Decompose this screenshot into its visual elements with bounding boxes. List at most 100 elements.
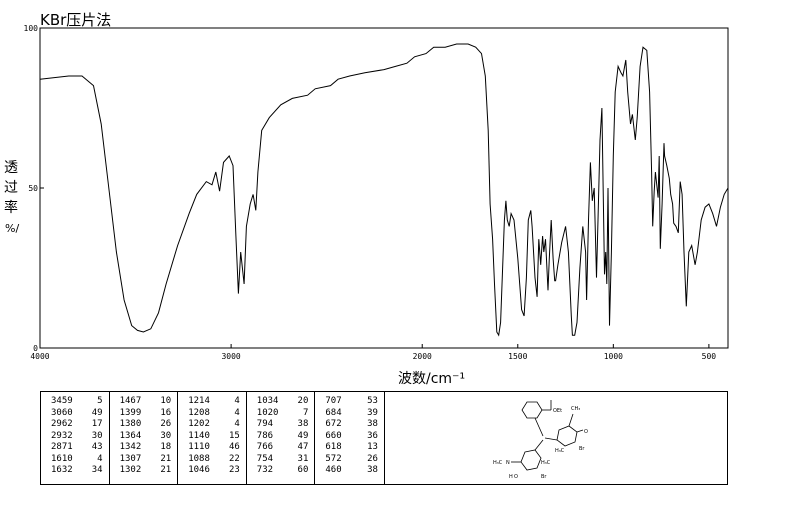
peak-wavenumber: 1202 (188, 419, 210, 429)
y-tick-label: 100 (24, 24, 39, 33)
peak-transmittance: 22 (228, 453, 240, 464)
peak-transmittance: 60 (297, 465, 309, 475)
peak-row: 1342 18 (110, 442, 178, 454)
peak-row: 1034 20 (247, 396, 315, 408)
peak-transmittance: 16 (160, 407, 172, 418)
peak-wavenumber: 1208 (188, 407, 210, 418)
y-axis-label-char-4: %/ (5, 222, 19, 235)
peak-row: 1208 4 (178, 408, 246, 420)
phenol-ring-left (520, 449, 542, 471)
peak-wavenumber: 1302 (119, 465, 142, 475)
peak-row: 460 38 (315, 465, 384, 477)
peak-wavenumber: 786 (256, 430, 274, 441)
peak-wavenumber: 2871 (51, 442, 73, 452)
peak-transmittance: 39 (367, 407, 378, 418)
ring-ring-bond (544, 437, 558, 441)
peak-row: 1467 10 (110, 396, 178, 408)
y-tick-label: 0 (33, 344, 38, 353)
peak-transmittance: 38 (367, 419, 378, 429)
label-h3c: H₃C (555, 448, 565, 454)
peak-transmittance: 31 (297, 453, 309, 464)
peak-wavenumber: 3060 (51, 407, 73, 418)
peak-wavenumber: 1364 (119, 430, 142, 441)
peak-row: 1364 30 (110, 431, 178, 443)
peak-column: 707 53 684 39 672 38 660 36 618 13 572 26 460 38 (315, 392, 384, 484)
peak-row: 1380 26 (110, 419, 178, 431)
peak-transmittance: 46 (228, 442, 240, 452)
peak-row: 1610 4 (41, 454, 109, 466)
peak-row: 3060 49 (41, 408, 109, 420)
peak-wavenumber: 1610 (51, 453, 73, 464)
y-tick-label: 50 (28, 184, 38, 193)
peak-wavenumber: 1632 (51, 465, 73, 475)
peak-transmittance: 18 (160, 442, 172, 452)
peak-transmittance: 21 (160, 465, 172, 475)
label-hcl-b: O (514, 474, 518, 480)
peak-transmittance: 30 (160, 430, 172, 441)
peak-row: 786 49 (247, 431, 315, 443)
peak-transmittance: 17 (91, 419, 103, 429)
peak-row: 794 38 (247, 419, 315, 431)
peak-transmittance: 49 (297, 430, 309, 441)
link-bond (534, 417, 544, 437)
n-bond-top (568, 413, 574, 427)
structure-panel: OEt CH₃ O H₃C Br H₃C N H O Br H₃C (385, 391, 728, 485)
peak-transmittance: 20 (297, 396, 309, 406)
label-br-2: Br (541, 474, 547, 480)
peak-column: 1214 4 1208 4 1202 4 1140 15 1110 46 1088 22 1046 23 (178, 392, 247, 484)
peak-transmittance: 43 (91, 442, 103, 452)
peak-wavenumber: 754 (256, 453, 274, 464)
peak-transmittance: 4 (234, 407, 240, 418)
peak-wavenumber: 660 (325, 430, 342, 441)
ring-link-bond (534, 439, 544, 451)
y-axis-label-char-3: 率 (4, 199, 18, 216)
y-axis-label-char-1: 透 (4, 160, 18, 176)
peak-transmittance: 53 (367, 396, 378, 406)
x-tick-label: 3000 (221, 352, 240, 361)
peak-wavenumber: 1140 (188, 430, 210, 441)
peak-wavenumber: 766 (256, 442, 274, 452)
peak-wavenumber: 2962 (51, 419, 73, 429)
peak-row: 3459 5 (41, 396, 109, 408)
y-axis-label: 透 过 率 %/ (4, 160, 19, 235)
ir-spectrum-chart: 4000 3000 2000 1500 1000 500 0 50 100 波数/cm⁻¹ 透… (4, 24, 729, 387)
peak-row: 1110 46 (178, 442, 246, 454)
peak-wavenumber: 672 (325, 419, 342, 429)
peak-row: 572 26 (315, 454, 384, 466)
peak-wavenumber: 1399 (119, 407, 142, 418)
peak-row: 672 38 (315, 419, 384, 431)
peak-transmittance: 38 (297, 419, 309, 429)
label-h3c-n: H₃C (493, 460, 503, 466)
plot-frame (39, 27, 729, 349)
label-oet: OEt (553, 408, 562, 414)
peak-wavenumber: 572 (325, 453, 342, 464)
peak-row: 1140 15 (178, 431, 246, 443)
label-ketone-o: O (584, 429, 588, 435)
peak-row: 1046 23 (178, 465, 246, 477)
peak-wavenumber: 1342 (119, 442, 142, 452)
peak-row: 754 31 (247, 454, 315, 466)
peak-wavenumber: 1034 (256, 396, 279, 406)
chart-title: KBr压片法 (40, 11, 112, 29)
peak-transmittance: 4 (97, 453, 103, 464)
peak-wavenumber: 794 (256, 419, 274, 429)
peak-wavenumber: 1088 (188, 453, 210, 464)
peak-row: 2932 30 (41, 431, 109, 443)
peak-row: 1302 21 (110, 465, 178, 477)
peak-wavenumber: 1020 (256, 407, 279, 418)
peak-row: 618 13 (315, 442, 384, 454)
peak-transmittance: 26 (160, 419, 172, 429)
peak-transmittance: 7 (302, 407, 309, 418)
label-ch3-top: CH₃ (571, 406, 580, 412)
peak-row: 1214 4 (178, 396, 246, 408)
peak-row: 2962 17 (41, 419, 109, 431)
label-br-1: Br (579, 446, 585, 452)
x-axis-ticks: 4000 3000 2000 1500 1000 500 (30, 344, 716, 361)
peak-wavenumber: 618 (325, 442, 342, 452)
label-hcl-a: H (509, 474, 513, 480)
peak-transmittance: 26 (367, 453, 378, 464)
peak-column: 1467 10 1399 16 1380 26 1364 30 1342 18 1307 21 1302… (110, 392, 179, 484)
peak-wavenumber: 1380 (119, 419, 142, 429)
spectrum-line (39, 43, 729, 337)
peak-transmittance: 47 (297, 442, 309, 452)
